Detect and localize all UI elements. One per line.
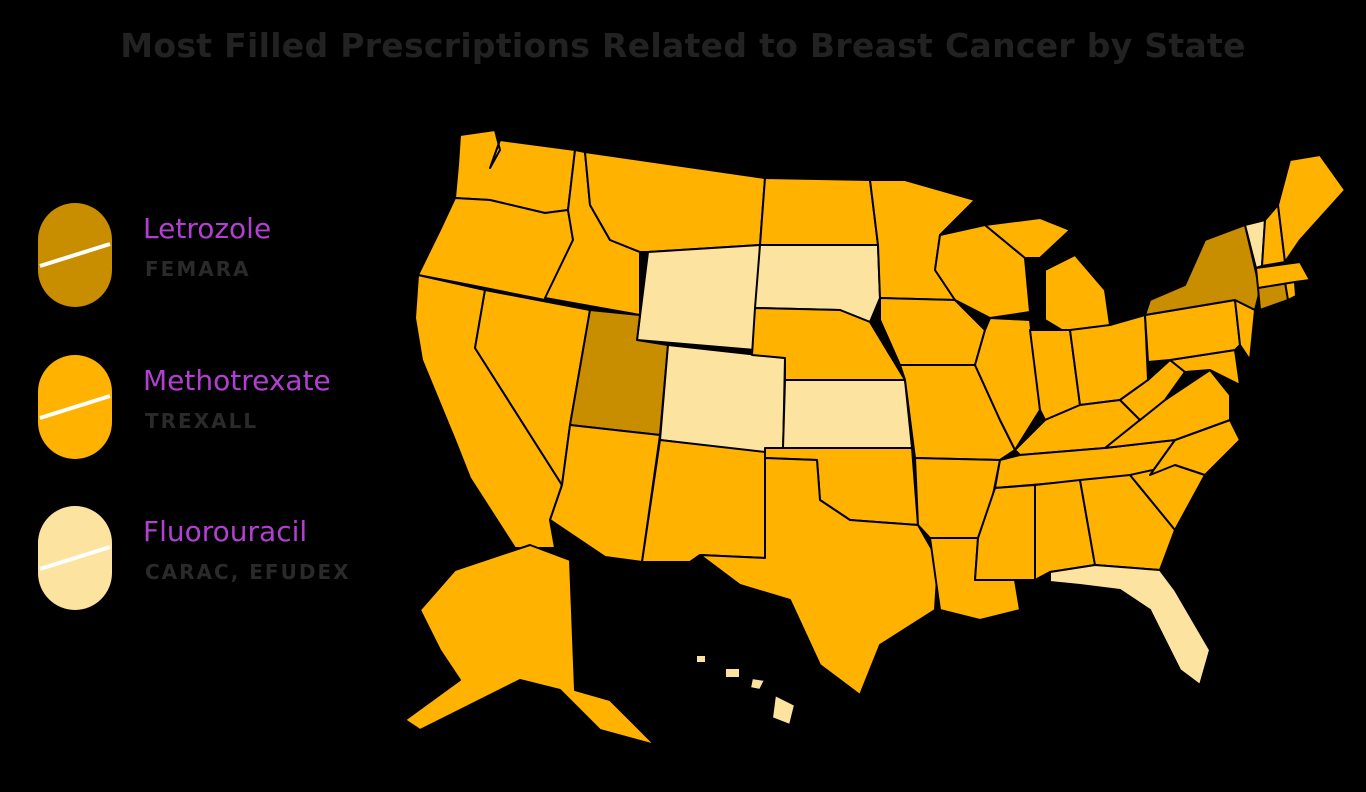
state-ny [1144,224,1261,316]
state-ks [782,379,913,449]
legend-brand-trexall: TREXALL [145,409,259,433]
state-mt [584,151,766,253]
letrozole-pill-icon [38,203,112,307]
state-tx [699,457,939,696]
legend-brand-carac-efudex: CARAC, EFUDEX [145,560,351,584]
page-title: Most Filled Prescriptions Related to Bre… [120,26,1246,65]
fluorouracil-pill-icon [38,506,112,610]
legend-item-fluorouracil: Fluorouracil CARAC, EFUDEX [30,503,410,613]
legend-brand-femara: FEMARA [145,257,251,281]
state-ak [404,544,656,746]
legend-drug-fluorouracil: Fluorouracil [143,515,308,548]
legend-drug-methotrexate: Methotrexate [143,364,331,397]
state-hi [695,654,796,726]
state-wy [636,244,761,351]
state-me [1277,154,1346,263]
legend-drug-letrozole: Letrozole [143,212,272,245]
methotrexate-pill-icon [38,355,112,459]
state-ri [1284,281,1297,301]
state-nd [759,177,879,246]
legend-item-letrozole: Letrozole FEMARA [30,200,410,310]
state-ga [1079,474,1176,571]
state-nm [641,439,766,563]
state-fl [1049,564,1211,686]
state-az [549,424,661,563]
legend-item-methotrexate: Methotrexate TREXALL [30,352,410,462]
state-co [659,344,786,456]
state-ma [1255,261,1311,289]
